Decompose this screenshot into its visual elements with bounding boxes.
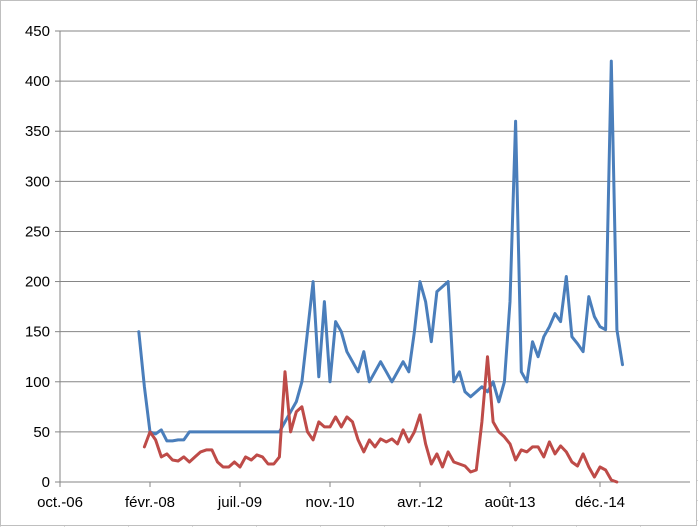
x-tick-label: août-13 bbox=[485, 494, 536, 511]
y-tick-label: 350 bbox=[25, 123, 50, 140]
y-tick-label: 100 bbox=[25, 374, 50, 391]
x-tick-label: oct.-06 bbox=[37, 494, 83, 511]
x-tick-label: déc.-14 bbox=[575, 494, 625, 511]
y-tick-label: 200 bbox=[25, 274, 50, 291]
x-axis-ticks: oct.-06 févr.-08 juil.-09 nov.-10 avr.-12 aoû… bbox=[37, 482, 625, 511]
series-2-line bbox=[142, 355, 619, 484]
x-tick-label: juil.-09 bbox=[217, 494, 262, 511]
x-tick-label: févr.-08 bbox=[125, 494, 175, 511]
y-tick-label: 50 bbox=[33, 424, 50, 441]
x-tick-label: avr.-12 bbox=[397, 494, 443, 511]
x-tick-label: nov.-10 bbox=[306, 494, 355, 511]
y-tick-label: 450 bbox=[25, 23, 50, 40]
y-tick-label: 0 bbox=[42, 474, 50, 491]
series-1-line bbox=[137, 59, 624, 443]
y-axis-ticks: 0 50 100 150 200 250 300 350 400 450 bbox=[25, 23, 60, 491]
series-lines bbox=[137, 59, 624, 484]
y-tick-label: 150 bbox=[25, 324, 50, 341]
y-tick-label: 250 bbox=[25, 223, 50, 240]
y-tick-label: 400 bbox=[25, 73, 50, 90]
y-tick-label: 300 bbox=[25, 173, 50, 190]
